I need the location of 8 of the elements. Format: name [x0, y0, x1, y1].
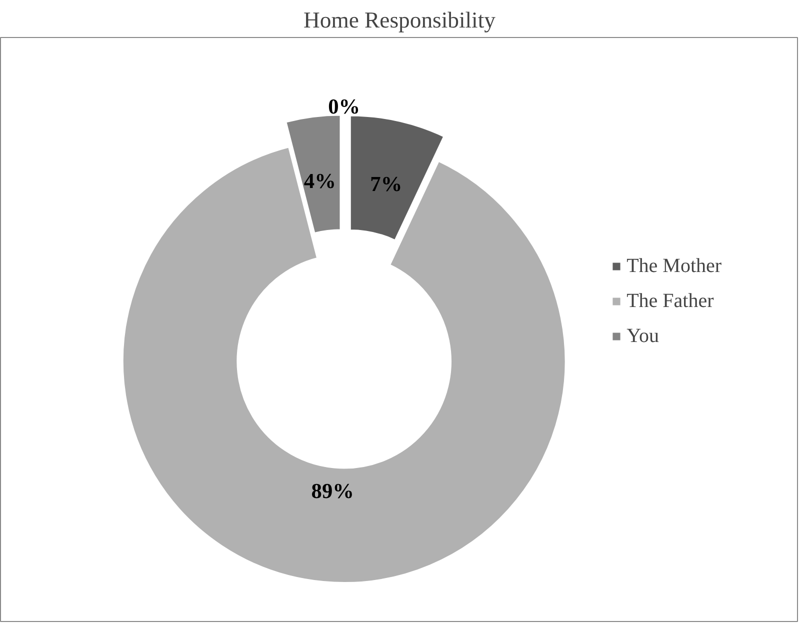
legend-label: The Father [626, 290, 714, 313]
legend-label: The Mother [626, 254, 722, 278]
data-label: 4% [304, 169, 336, 194]
data-label: 7% [370, 172, 402, 196]
chart-title: Home Responsibility [304, 8, 496, 32]
data-label: 89% [311, 478, 354, 503]
legend-label: You [626, 324, 660, 348]
text: 0% [328, 94, 360, 118]
